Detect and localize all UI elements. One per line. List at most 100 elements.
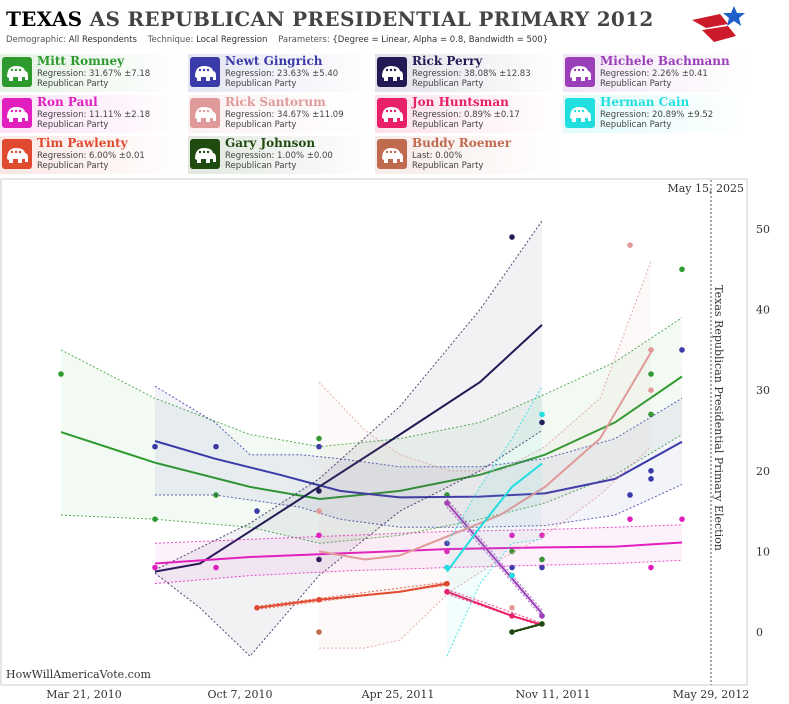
tim-pawlenty-poll-point <box>254 605 260 611</box>
jon-huntsman-upper-bound <box>446 588 543 624</box>
candidate-stat: Regression: 34.67% ±11.09 <box>225 110 344 120</box>
gary-johnson-poll-point <box>539 621 545 627</box>
michele-bachmann-upper-bound <box>446 498 543 611</box>
candidate-party: Republican Party <box>600 120 672 130</box>
candidate-stat: Last: 0.00% <box>412 151 463 161</box>
ron-paul-poll-point <box>648 564 654 571</box>
candidate-name: Jon Huntsman <box>412 95 509 109</box>
elephant-icon <box>190 57 220 87</box>
newt-gingrich-poll-point <box>679 347 685 353</box>
ron-paul-poll-point <box>539 532 545 539</box>
rick-perry-regression-line <box>154 324 543 573</box>
newt-gingrich-poll-point <box>254 508 260 514</box>
jon-huntsman-poll-point <box>444 588 450 595</box>
mitt-romney-poll-point <box>648 371 654 377</box>
y-tick-label: 20 <box>756 465 770 478</box>
herman-cain-lower-bound <box>446 538 543 657</box>
candidate-party: Republican Party <box>412 161 484 171</box>
herman-cain-confidence-band <box>447 386 542 657</box>
candidate-herman-cain[interactable]: Herman Cain Regression: 20.89% ±9.52 Repub… <box>563 95 749 133</box>
rick-santorum-poll-point <box>509 605 515 611</box>
candidate-stat: Regression: 38.08% ±12.83 <box>412 69 531 79</box>
rick-santorum-poll-point <box>648 347 654 353</box>
elephant-icon <box>565 98 595 128</box>
ron-paul-lower-bound <box>154 559 683 585</box>
y-tick-label: 40 <box>756 304 770 317</box>
title-rest: AS REPUBLICAN PRESIDENTIAL PRIMARY 2012 <box>89 7 654 31</box>
candidate-tim-pawlenty[interactable]: Tim Pawlenty Regression: 6.00% ±0.01 Repub… <box>0 136 186 174</box>
candidate-ron-paul[interactable]: Ron Paul Regression: 11.11% ±2.18 Republic… <box>0 95 186 133</box>
candidate-name: Herman Cain <box>600 95 690 109</box>
elephant-icon <box>190 98 220 128</box>
jon-huntsman-lower-bound <box>446 593 543 627</box>
candidate-party: Republican Party <box>37 79 109 89</box>
candidate-party: Republican Party <box>600 79 672 89</box>
rick-perry-confidence-band <box>155 220 542 657</box>
candidate-rick-santorum[interactable]: Rick Santorum Regression: 34.67% ±11.09 Re… <box>188 95 374 133</box>
candidate-buddy-roemer[interactable]: Buddy Roemer Last: 0.00% Republican Party <box>375 136 561 174</box>
newt-gingrich-poll-point <box>627 492 633 498</box>
candidate-rick-perry[interactable]: Rick Perry Regression: 38.08% ±12.83 Repub… <box>375 54 561 92</box>
mitt-romney-confidence-band <box>61 317 682 544</box>
tim-pawlenty-poll-point <box>444 580 450 587</box>
candidate-stat: Regression: 31.67% ±7.18 <box>37 69 151 79</box>
plot-frame <box>0 178 748 686</box>
elephant-icon <box>2 57 32 87</box>
candidate-party: Republican Party <box>37 161 109 171</box>
elephant-icon <box>2 139 32 169</box>
herman-cain-poll-point <box>444 564 450 571</box>
ron-paul-poll-point <box>509 532 515 539</box>
candidate-newt-gingrich[interactable]: Newt Gingrich Regression: 23.63% ±5.40 Rep… <box>188 54 374 92</box>
ron-paul-poll-point <box>444 548 450 555</box>
buddy-roemer-poll-point <box>316 629 322 635</box>
header: TEXAS AS REPUBLICAN PRESIDENTIAL PRIMARY… <box>0 0 750 52</box>
current-date-label: May 15, 2025 <box>667 182 744 195</box>
mitt-romney-poll-point <box>58 371 64 377</box>
newt-gingrich-regression-line <box>154 440 683 499</box>
elephant-icon <box>565 57 595 87</box>
newt-gingrich-lower-bound <box>155 484 683 528</box>
rick-perry-poll-point <box>539 419 545 426</box>
candidate-name: Newt Gingrich <box>225 54 323 68</box>
elephant-icon <box>2 98 32 128</box>
candidate-stat: Regression: 1.00% ±0.00 <box>225 151 333 161</box>
newt-gingrich-poll-point <box>316 443 322 450</box>
mitt-romney-poll-point <box>679 266 685 273</box>
elephant-icon <box>377 57 407 87</box>
election-label: Texas Republican Presidential Primary El… <box>712 285 725 551</box>
newt-gingrich-poll-point <box>444 540 450 547</box>
x-tick-label: Nov 11, 2011 <box>516 688 591 701</box>
chart-area: 0 10 20 30 40 50 Mar 21, 2010 Oct 7, 2010 Apr 25… <box>0 178 789 704</box>
candidate-jon-huntsman[interactable]: Jon Huntsman Regression: 0.89% ±0.17 Repub… <box>375 95 561 133</box>
tim-pawlenty-regression-line <box>256 582 448 609</box>
ron-paul-poll-point <box>316 532 322 539</box>
mitt-romney-poll-point <box>152 516 158 522</box>
candidate-party: Republican Party <box>37 120 109 130</box>
michele-bachmann-poll-point <box>444 500 450 506</box>
rick-santorum-confidence-band <box>319 261 651 649</box>
x-tick-label: Apr 25, 2011 <box>361 688 435 701</box>
y-tick-label: 10 <box>756 545 770 558</box>
site-logo-icon[interactable] <box>688 2 748 50</box>
rick-santorum-poll-point <box>648 387 654 393</box>
candidate-name: Gary Johnson <box>225 136 316 150</box>
candidate-michele-bachmann[interactable]: Michele Bachmann Regression: 2.26% ±0.41 R… <box>563 54 749 92</box>
candidate-gary-johnson[interactable]: Gary Johnson Regression: 1.00% ±0.00 Repub… <box>188 136 374 174</box>
candidate-party: Republican Party <box>225 79 297 89</box>
x-tick-label: May 29, 2012 <box>673 688 750 701</box>
parameters-label: Parameters: <box>278 35 330 45</box>
candidate-party: Republican Party <box>225 120 297 130</box>
candidate-mitt-romney[interactable]: Mitt Romney Regression: 31.67% ±7.18 Repub… <box>0 54 186 92</box>
x-tick-label: Mar 21, 2010 <box>46 688 122 701</box>
elephant-icon <box>190 139 220 169</box>
watermark: HowWillAmericaVote.com <box>6 668 151 681</box>
ron-paul-poll-point <box>627 516 633 522</box>
michele-bachmann-poll-point <box>539 613 545 619</box>
mitt-romney-poll-point <box>648 411 654 418</box>
mitt-romney-poll-point <box>316 435 322 442</box>
newt-gingrich-poll-point <box>539 564 545 571</box>
herman-cain-upper-bound <box>446 385 543 544</box>
candidate-stat: Regression: 20.89% ±9.52 <box>600 110 714 120</box>
gary-johnson-poll-point <box>509 629 515 635</box>
regression-chart: 0 10 20 30 40 50 Mar 21, 2010 Oct 7, 2010 Apr 25… <box>0 178 770 701</box>
